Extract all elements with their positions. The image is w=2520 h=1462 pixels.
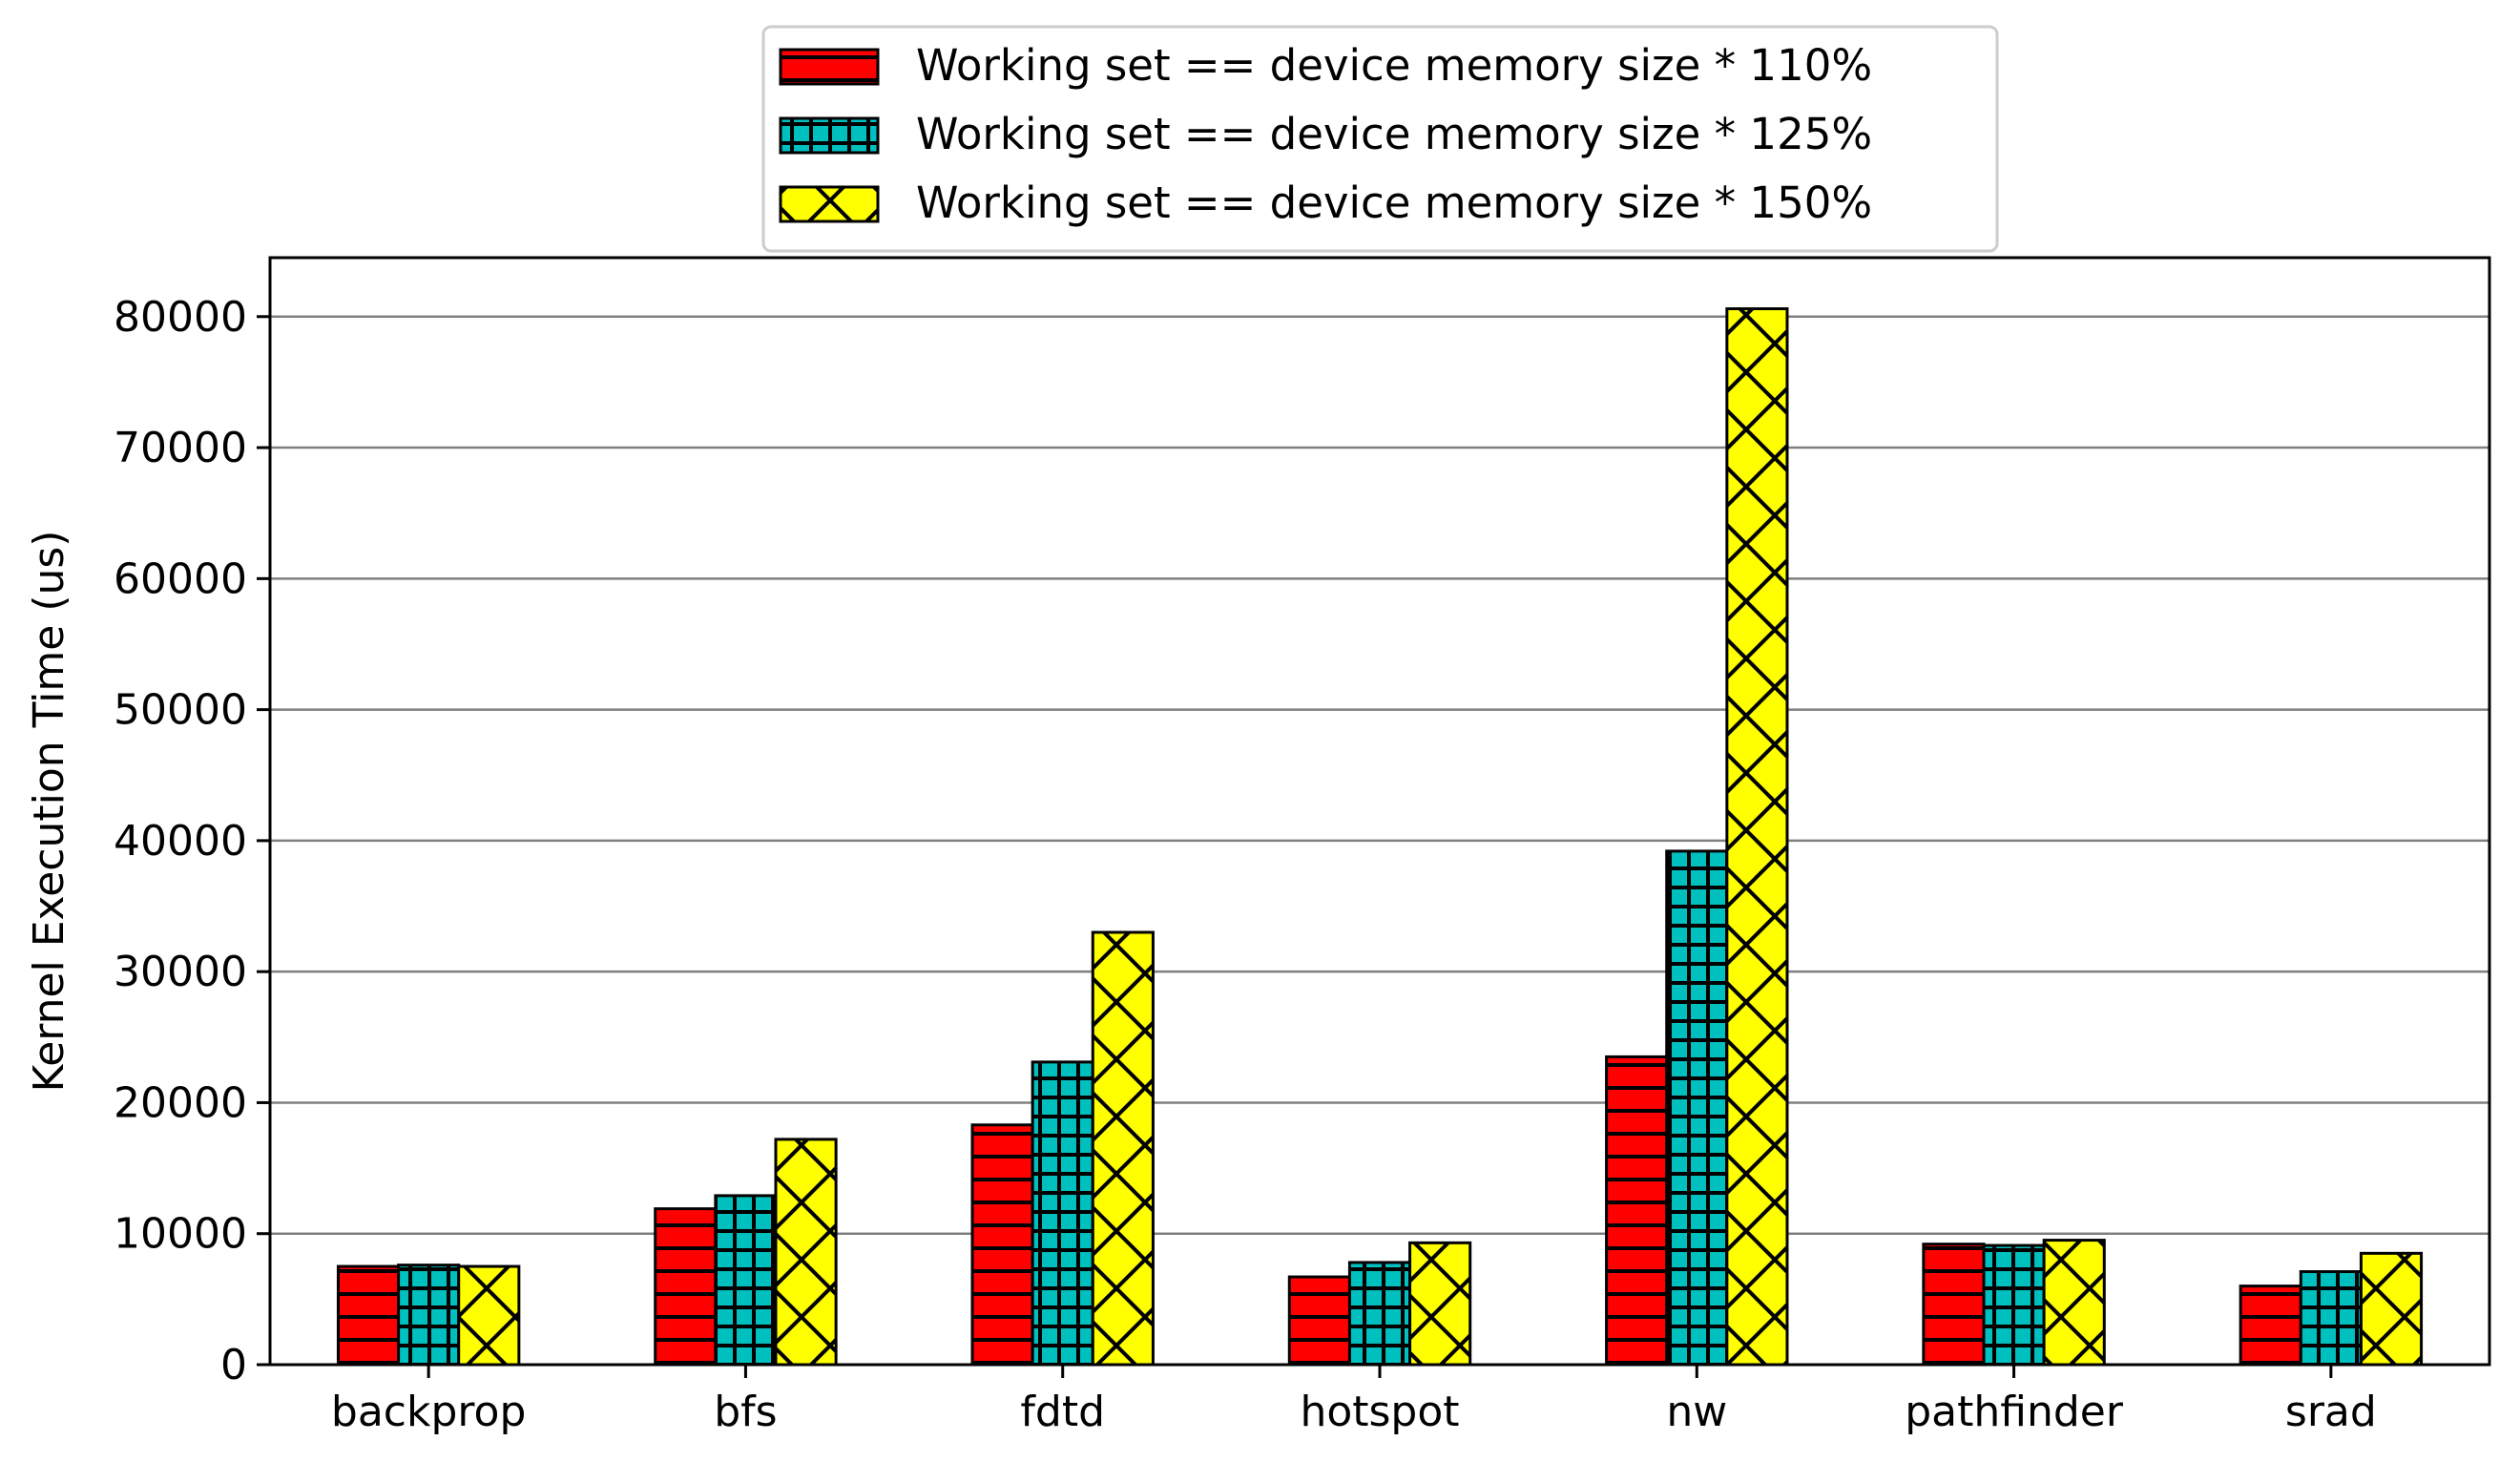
plot-area	[268, 256, 2491, 1367]
bar-pathfinder-series-3	[2042, 1239, 2106, 1367]
y-tick-label: 50000	[114, 686, 247, 735]
y-axis-ticks: 0 10000 20000 30000 40000 50000 60000 70000 8000…	[114, 293, 270, 1389]
y-tick-label: 40000	[114, 817, 247, 866]
x-tick-label: srad	[2285, 1388, 2377, 1436]
bar-srad-series-3	[2359, 1251, 2424, 1367]
legend-swatch	[779, 185, 880, 223]
bar-pathfinder-series-2	[1982, 1243, 2046, 1367]
bar-backprop-series-2	[397, 1264, 461, 1367]
legend-label: Working set == device memory size * 110%	[916, 40, 1872, 91]
x-axis-ticks: backprop bfs fdtd hotspot nw pathfinder srad	[331, 1365, 2377, 1436]
y-tick-label: 60000	[114, 554, 247, 603]
gridlines	[270, 315, 2489, 1235]
bar-srad-series-2	[2299, 1270, 2363, 1367]
bar-pathfinder-series-1	[1922, 1243, 1986, 1367]
legend-swatch	[779, 48, 880, 86]
x-tick-label: backprop	[331, 1388, 526, 1436]
legend-label: Working set == device memory size * 125%	[916, 109, 1872, 159]
x-tick-label: nw	[1666, 1388, 1727, 1436]
y-axis-label: Kernel Execution Time (us)	[25, 531, 73, 1093]
bar-hotspot-series-2	[1347, 1261, 1412, 1367]
bar-backprop-series-1	[336, 1264, 401, 1367]
bar-fdtd-series-1	[970, 1123, 1034, 1367]
bar-bfs-series-2	[714, 1194, 778, 1367]
bar-hotspot-series-3	[1408, 1241, 1472, 1367]
legend: Working set == device memory size * 110%…	[761, 25, 1999, 253]
bar-fdtd-series-3	[1091, 930, 1155, 1367]
y-tick-label: 0	[220, 1341, 247, 1389]
bar-bfs-series-3	[774, 1138, 838, 1367]
bar-srad-series-1	[2239, 1284, 2302, 1367]
bar-nw-series-2	[1665, 849, 1729, 1367]
bar-nw-series-1	[1605, 1055, 1669, 1367]
bar-backprop-series-3	[457, 1264, 521, 1367]
x-tick-label: fdtd	[1020, 1388, 1105, 1436]
bar-bfs-series-1	[654, 1207, 718, 1367]
legend-label: Working set == device memory size * 150%	[916, 178, 1872, 228]
plot-background	[270, 258, 2489, 1365]
x-tick-label: hotspot	[1300, 1388, 1459, 1436]
x-tick-label: pathfinder	[1905, 1388, 2124, 1436]
y-tick-label: 20000	[114, 1078, 247, 1127]
y-tick-label: 80000	[114, 293, 247, 342]
bar-nw-series-3	[1725, 307, 1789, 1367]
y-tick-label: 30000	[114, 948, 247, 996]
x-tick-label: bfs	[714, 1388, 777, 1436]
legend-swatch	[779, 116, 880, 155]
y-tick-label: 10000	[114, 1210, 247, 1259]
bar-hotspot-series-1	[1287, 1275, 1351, 1367]
bar-fdtd-series-2	[1031, 1060, 1094, 1367]
y-tick-label: 70000	[114, 424, 247, 472]
bars	[336, 307, 2424, 1367]
legend-frame	[761, 25, 1999, 253]
